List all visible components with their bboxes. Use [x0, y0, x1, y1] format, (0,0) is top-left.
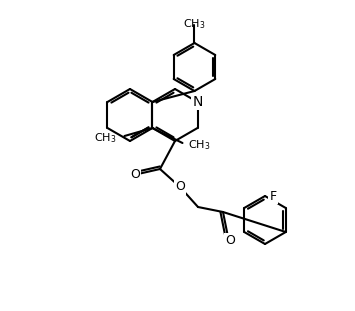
Text: CH$_3$: CH$_3$ [183, 17, 206, 31]
Text: N: N [192, 95, 203, 109]
Text: CH$_3$: CH$_3$ [94, 131, 116, 145]
Text: O: O [175, 180, 185, 193]
Text: CH$_3$: CH$_3$ [189, 138, 211, 152]
Text: O: O [130, 168, 140, 180]
Text: F: F [269, 189, 277, 202]
Text: O: O [225, 234, 235, 248]
